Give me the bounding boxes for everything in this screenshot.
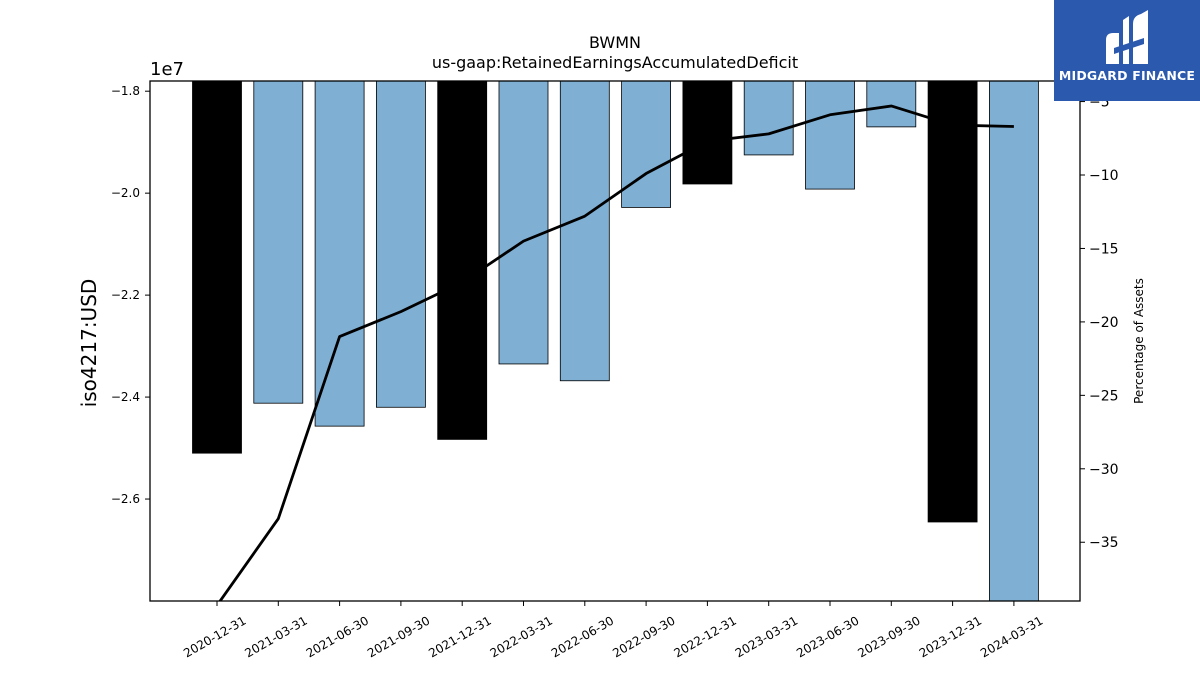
logo: MIDGARD FINANCE: [1054, 0, 1200, 101]
bar-2023-12-31: [927, 81, 978, 523]
x-tick-label: 2021-03-31: [242, 613, 309, 660]
axes-frame: [149, 80, 1081, 602]
y2-tick-label: −30: [1089, 462, 1119, 478]
bar-2024-03-31: [989, 81, 1039, 601]
x-tick-label: 2024-03-31: [978, 613, 1045, 660]
plot-area: −2.6−2.4−2.2−2.0−1.8−35−30−25−20−15−10−5…: [111, 80, 1119, 660]
percentage-line: [218, 104, 1014, 601]
y-axis-label: iso4217:USD: [77, 279, 101, 408]
x-tick-label: 2023-06-30: [794, 613, 861, 660]
x-tick-label: 2021-06-30: [304, 613, 371, 660]
y2-tick-label: −35: [1089, 535, 1119, 551]
y2-axis-label: Percentage of Assets: [1132, 278, 1146, 404]
x-tick-label: 2022-03-31: [488, 613, 555, 660]
bar-2021-03-31: [253, 81, 304, 404]
x-tick-label: 2023-09-30: [855, 613, 922, 660]
bar-2023-06-30: [805, 81, 855, 190]
y-tick-label: −1.8: [111, 84, 140, 98]
bar-2020-12-31: [192, 81, 242, 454]
y2-tick-label: −10: [1089, 168, 1119, 184]
bar-2022-12-31: [682, 81, 733, 185]
x-tick-label: 2023-12-31: [917, 613, 984, 660]
y-tick-label: −2.6: [111, 492, 140, 506]
y2-tick-label: −20: [1089, 315, 1119, 331]
x-tick-label: 2022-12-31: [671, 613, 738, 660]
logo-text: MIDGARD FINANCE: [1058, 68, 1196, 83]
bar-2023-09-30: [866, 81, 917, 128]
y2-tick-label: −25: [1089, 388, 1119, 404]
bar-2022-06-30: [559, 81, 610, 382]
y-tick-label: −2.2: [111, 288, 140, 302]
y-offset-label: 1e7: [150, 59, 184, 80]
x-tick-label: 2020-12-31: [181, 613, 248, 660]
bar-2021-06-30: [314, 81, 365, 427]
x-tick-label: 2021-12-31: [426, 613, 493, 660]
bar-2021-09-30: [375, 81, 426, 408]
bar-2022-09-30: [621, 81, 671, 208]
y-tick-label: −2.4: [111, 390, 140, 404]
y2-tick-label: −15: [1089, 241, 1119, 257]
bar-2022-03-31: [498, 81, 549, 365]
x-tick-label: 2022-09-30: [610, 613, 677, 660]
x-tick-label: 2022-06-30: [549, 613, 616, 660]
x-tick-label: 2023-03-31: [733, 613, 800, 660]
bar-2021-12-31: [437, 81, 488, 440]
chart-subtitle: us-gaap:RetainedEarningsAccumulatedDefic…: [432, 53, 798, 72]
logo-mark-icon: [1106, 10, 1148, 64]
y-tick-label: −2.0: [111, 186, 140, 200]
x-tick-label: 2021-09-30: [365, 613, 432, 660]
bar-2023-03-31: [743, 81, 794, 156]
chart-title: BWMN: [589, 33, 641, 52]
